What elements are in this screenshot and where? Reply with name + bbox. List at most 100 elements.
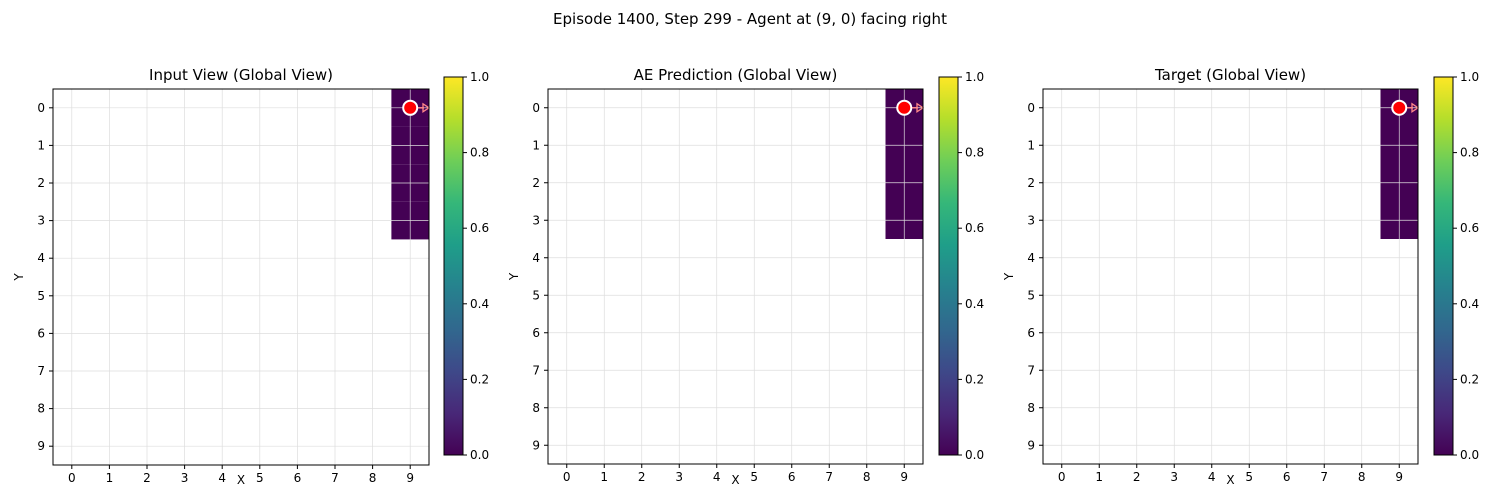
x-tick-label: 2 (143, 471, 151, 485)
y-tick-label: 2 (37, 176, 45, 190)
colorbar-tick-label: 0.0 (965, 448, 984, 462)
x-tick-label: 4 (713, 470, 721, 484)
colorbar-tick-label: 0.8 (1460, 146, 1479, 160)
x-tick-label: 2 (638, 470, 646, 484)
x-tick-label: 3 (181, 471, 189, 485)
y-tick-label: 7 (532, 363, 540, 377)
agent-arrow-head (422, 102, 431, 114)
panel-1: 0 1 2 3 4 5 6 7 8 9 0 1 2 3 4 5 6 7 8 9 Input View (Global V… (12, 66, 489, 487)
colorbar-tick-label: 0.0 (470, 448, 489, 462)
agent-marker (896, 99, 913, 116)
x-tick-label: 4 (218, 471, 226, 485)
x-tick-label: 4 (1208, 470, 1216, 484)
x-tick-label: 7 (331, 471, 339, 485)
y-axis-label: Y (507, 272, 521, 281)
y-tick-label: 9 (1027, 438, 1035, 452)
axes-frame (52, 88, 430, 466)
x-tick-label: 7 (1320, 470, 1328, 484)
y-tick-label: 4 (532, 251, 540, 265)
x-tick-label: 8 (1358, 470, 1366, 484)
y-tick-label: 0 (532, 101, 540, 115)
colorbar-tick-label: 0.2 (1460, 372, 1479, 386)
x-tick-label: 8 (863, 470, 871, 484)
panel-2: 0 1 2 3 4 5 6 7 8 9 0 1 2 3 4 5 6 7 8 9 AE Prediction (Globa… (507, 66, 984, 487)
y-tick-label: 2 (1027, 176, 1035, 190)
colorbar-tick-label: 0.4 (1460, 297, 1479, 311)
agent-marker (1391, 99, 1408, 116)
y-tick-label: 3 (532, 213, 540, 227)
panel-title: Target (Global View) (1154, 66, 1306, 84)
y-tick-label: 9 (532, 438, 540, 452)
colorbar-tick-label: 0.6 (1460, 221, 1479, 235)
y-axis-label: Y (12, 273, 26, 282)
y-tick-label: 6 (532, 326, 540, 340)
y-tick-label: 5 (532, 288, 540, 302)
x-tick-label: 7 (825, 470, 833, 484)
colorbar (938, 76, 959, 456)
figure-suptitle: Episode 1400, Step 299 - Agent at (9, 0)… (553, 10, 947, 28)
x-tick-label: 5 (1245, 470, 1253, 484)
x-tick-label: 6 (294, 471, 302, 485)
colorbar-tick-label: 0.2 (965, 372, 984, 386)
x-tick-label: 5 (256, 471, 264, 485)
colorbar-tick-label: 0.8 (965, 146, 984, 160)
axes-frame (547, 88, 924, 465)
x-tick-label: 5 (750, 470, 758, 484)
x-tick-label: 8 (369, 471, 377, 485)
y-tick-label: 8 (1027, 401, 1035, 415)
y-axis-label: Y (1002, 272, 1016, 281)
x-tick-label: 3 (675, 470, 683, 484)
agent-marker (402, 99, 419, 116)
x-tick-label: 0 (1058, 470, 1066, 484)
x-tick-label: 0 (563, 470, 571, 484)
colorbar-tick-label: 0.4 (965, 297, 984, 311)
y-tick-label: 1 (37, 138, 45, 152)
colorbar-tick-label: 0.2 (470, 372, 489, 386)
x-tick-label: 1 (1095, 470, 1103, 484)
y-tick-label: 8 (532, 401, 540, 415)
panel-title: Input View (Global View) (149, 66, 333, 84)
y-tick-label: 3 (37, 214, 45, 228)
y-tick-label: 1 (532, 138, 540, 152)
x-tick-label: 1 (106, 471, 114, 485)
colorbar-tick-label: 1.0 (1460, 70, 1479, 84)
colorbar (443, 76, 464, 456)
axes-frame (1042, 88, 1419, 465)
colorbar-tick-label: 0.4 (470, 297, 489, 311)
x-tick-label: 9 (1395, 470, 1403, 484)
y-tick-label: 7 (1027, 363, 1035, 377)
x-tick-label: 6 (1283, 470, 1291, 484)
y-tick-label: 8 (37, 402, 45, 416)
y-tick-label: 9 (37, 439, 45, 453)
x-tick-label: 0 (68, 471, 76, 485)
y-tick-label: 7 (37, 364, 45, 378)
x-axis-label: X (237, 473, 245, 487)
colorbar-tick-label: 0.6 (965, 221, 984, 235)
x-tick-label: 9 (406, 471, 414, 485)
y-tick-label: 6 (37, 326, 45, 340)
y-tick-label: 4 (1027, 251, 1035, 265)
colorbar-tick-label: 0.6 (470, 221, 489, 235)
x-tick-label: 9 (900, 470, 908, 484)
plot-area (53, 89, 429, 465)
colorbar-tick-label: 0.8 (470, 146, 489, 160)
y-tick-label: 5 (37, 289, 45, 303)
colorbar (1433, 76, 1454, 456)
x-tick-label: 6 (788, 470, 796, 484)
y-tick-label: 5 (1027, 288, 1035, 302)
plot-area (548, 89, 923, 464)
y-tick-label: 3 (1027, 213, 1035, 227)
colorbar-tick-label: 1.0 (470, 70, 489, 84)
x-tick-label: 1 (600, 470, 608, 484)
y-tick-label: 1 (1027, 138, 1035, 152)
y-tick-label: 2 (532, 176, 540, 190)
plot-area (1043, 89, 1418, 464)
panel-title: AE Prediction (Global View) (634, 66, 838, 84)
agent-arrow-head (1411, 102, 1420, 113)
x-axis-label: X (1226, 473, 1234, 487)
colorbar-tick-label: 1.0 (965, 70, 984, 84)
panel-3: 0 1 2 3 4 5 6 7 8 9 0 1 2 3 4 5 6 7 8 9 Target (Global View)… (1002, 66, 1479, 487)
x-axis-label: X (731, 473, 739, 487)
y-tick-label: 0 (37, 101, 45, 115)
